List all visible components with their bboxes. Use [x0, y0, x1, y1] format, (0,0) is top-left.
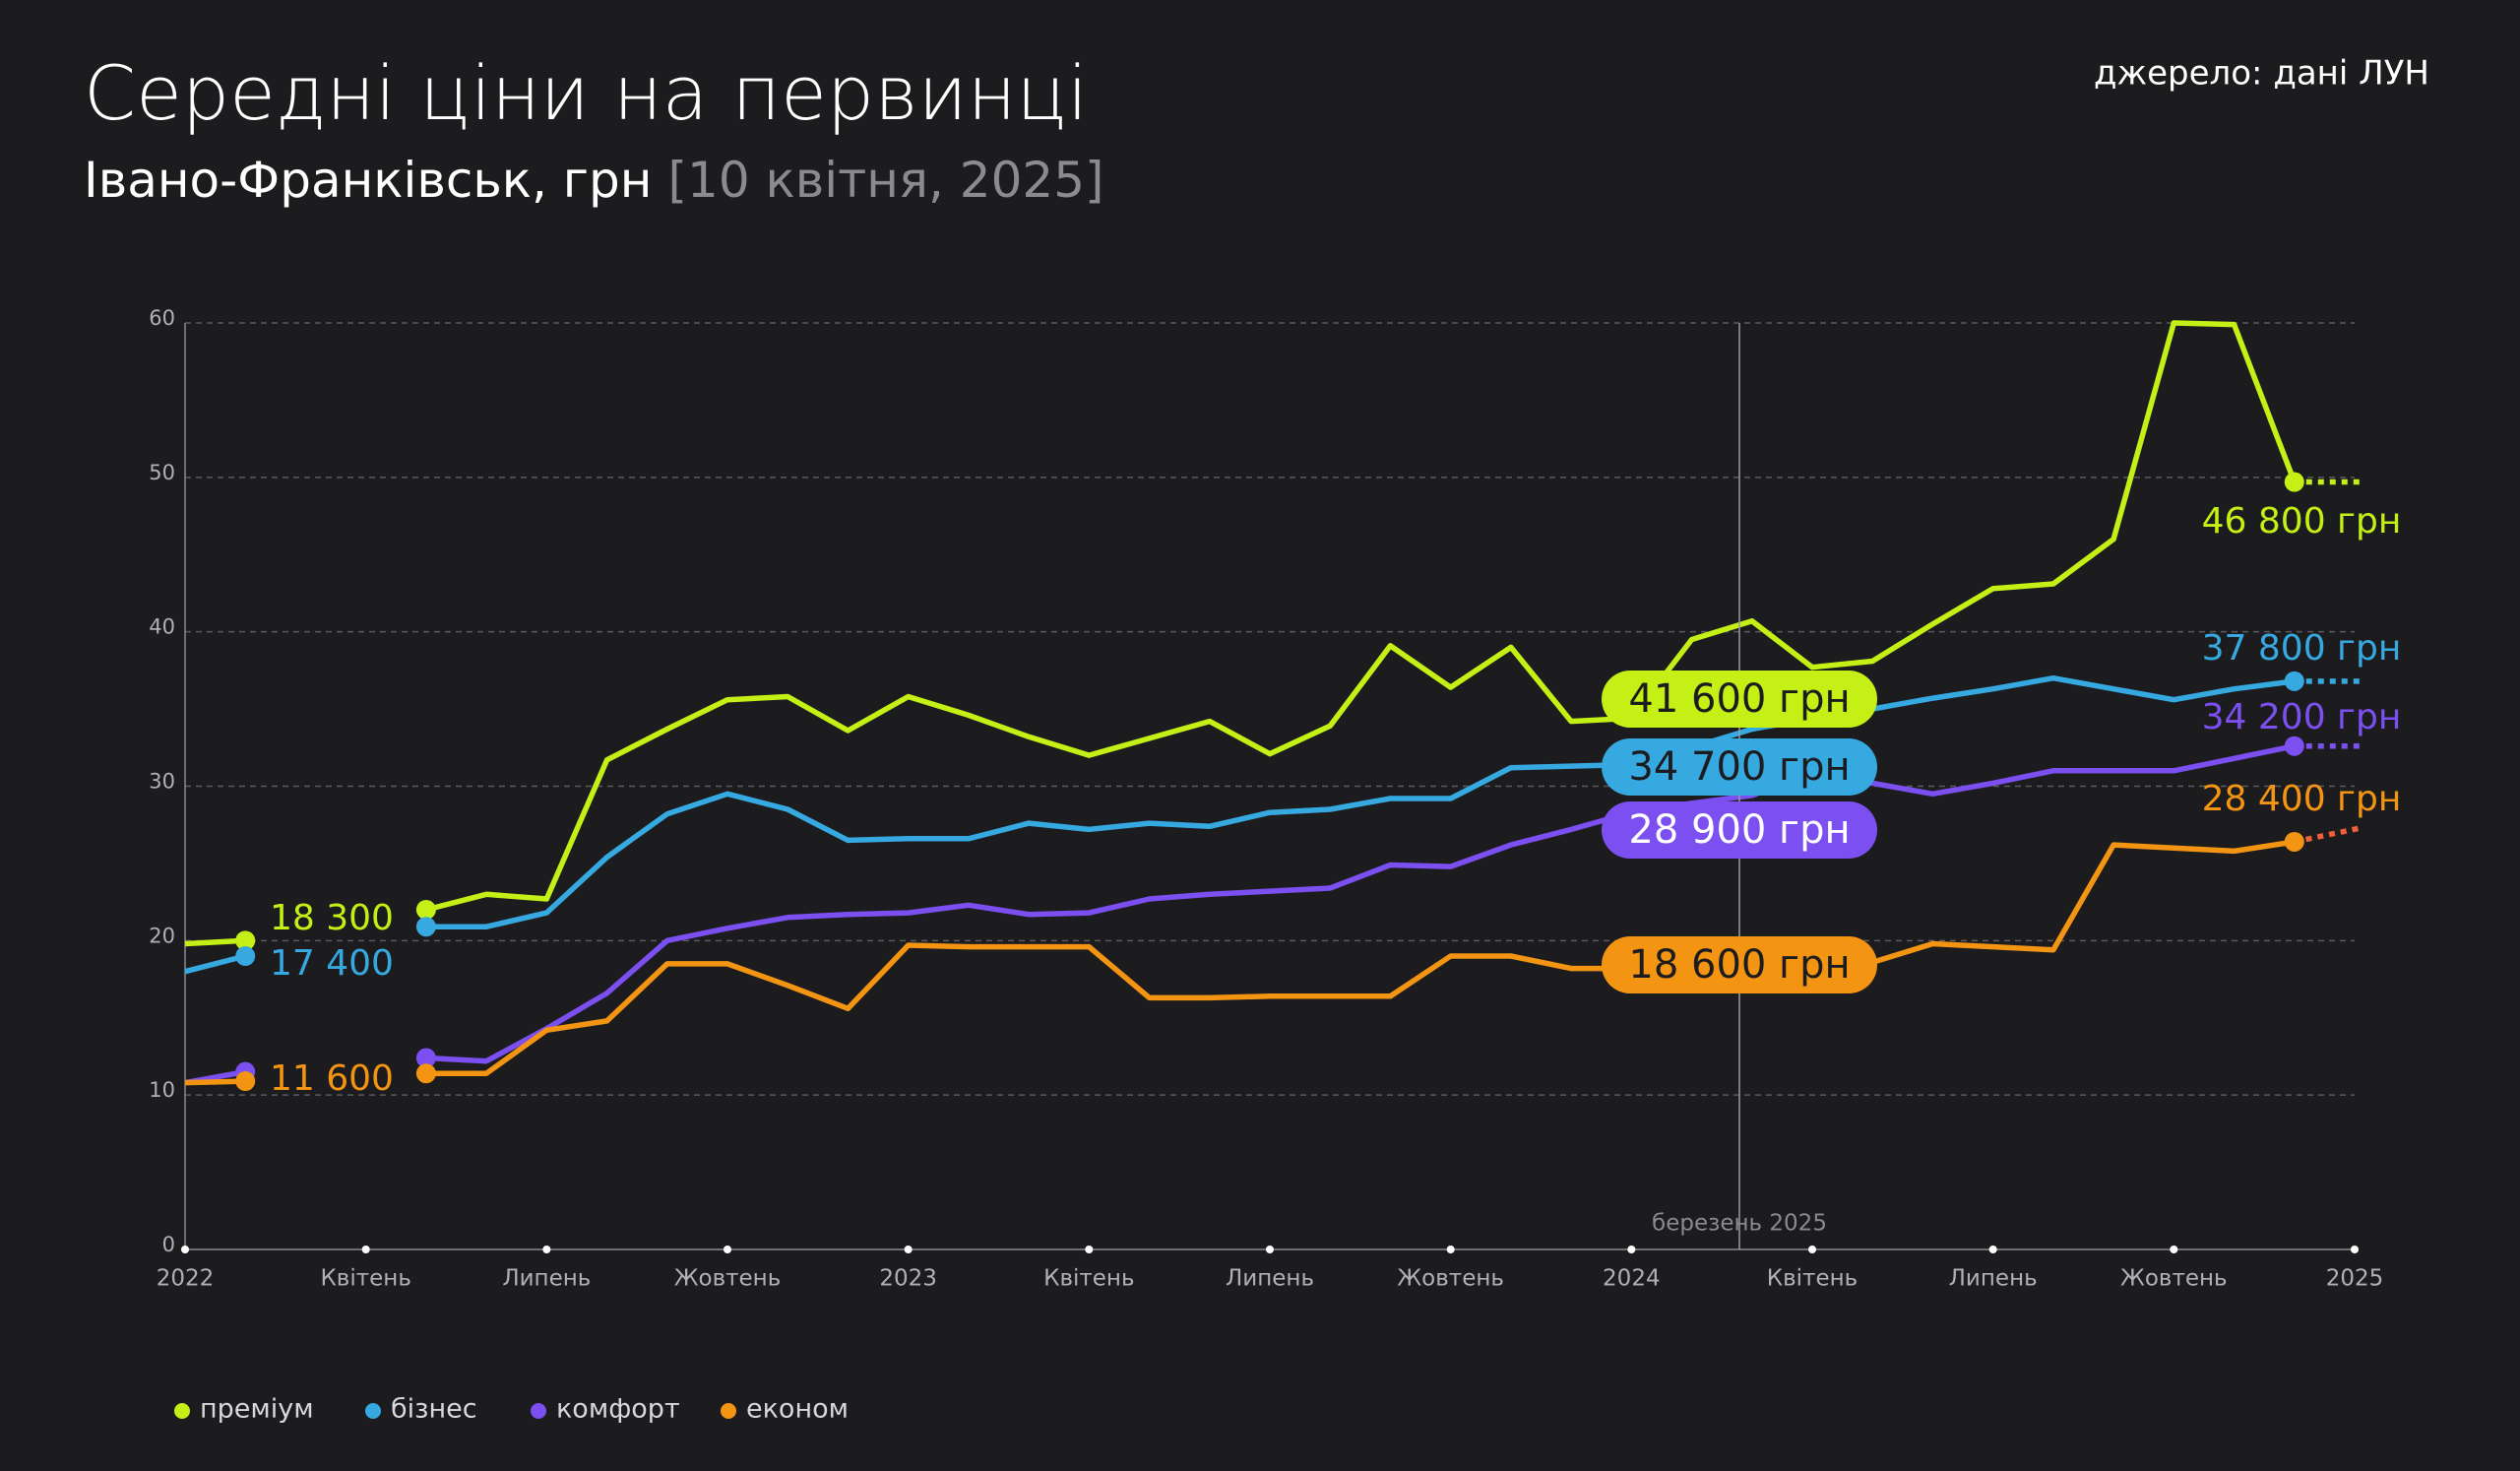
point [235, 930, 256, 951]
x-tick-label: 2022 [157, 1266, 215, 1292]
badge [1602, 936, 1877, 993]
x-tick-label: Квітень [320, 1266, 410, 1292]
y-tick-label: 10 [149, 1078, 175, 1102]
x-tick-label: 2023 [879, 1266, 937, 1292]
y-tick-label: 50 [149, 461, 175, 484]
end-label: 34 200 грн [2202, 697, 2402, 737]
badge [1602, 671, 1877, 728]
subtitle-text: Івано-Франківськ, грн [84, 152, 653, 209]
end-label: 37 800 грн [2202, 628, 2402, 669]
x-tick-label: Липень [502, 1266, 591, 1292]
source: джерело: дані ЛУН [2094, 54, 2429, 94]
x-tick-label: Липень [1226, 1266, 1314, 1292]
point [2284, 736, 2304, 756]
x-tick-label: Квітень [1767, 1266, 1858, 1292]
x-tick-label: Квітень [1043, 1266, 1134, 1292]
series-line [425, 839, 2296, 1076]
x-tick [1266, 1246, 1274, 1253]
series-line [425, 674, 2296, 929]
legend-label: преміум [200, 1394, 314, 1425]
legend-label: комфорт [556, 1394, 680, 1425]
end-label: 28 400 грн [2202, 779, 2402, 819]
badge [1602, 738, 1877, 796]
legend-swatch [365, 1403, 381, 1419]
x-tick-label: Жовтень [2120, 1266, 2228, 1292]
point [2284, 831, 2304, 852]
x-tick [1627, 1246, 1636, 1253]
marker-label: березень 2025 [1652, 1211, 1827, 1237]
badge-label: 34 700 грн [1628, 744, 1850, 790]
x-tick [181, 1246, 189, 1253]
legend-swatch [174, 1403, 190, 1419]
x-tick [542, 1246, 551, 1253]
badge-label: 18 600 грн [1628, 942, 1850, 988]
x-tick-label: 2025 [2326, 1266, 2384, 1292]
series-line [425, 320, 2298, 913]
x-tick [2170, 1246, 2178, 1253]
x-tick-label: Липень [1949, 1266, 2038, 1292]
x-tick [1446, 1246, 1455, 1253]
series-line [184, 953, 246, 975]
x-tick [1085, 1246, 1094, 1253]
point [235, 946, 256, 967]
chart-title: Середні ціни на первинці [84, 49, 1088, 137]
x-tick [2351, 1246, 2359, 1253]
series-line [184, 1078, 246, 1086]
date-note: [10 квітня, 2025] [668, 152, 1104, 209]
start-label: 11 600 [270, 1058, 394, 1099]
y-tick-label: 40 [149, 615, 175, 639]
x-tick-label: 2024 [1603, 1266, 1661, 1292]
y-tick-label: 0 [162, 1233, 175, 1256]
point [235, 1071, 256, 1092]
legend-swatch [721, 1403, 736, 1419]
badge-label: 28 900 грн [1628, 807, 1850, 853]
legend-swatch [531, 1403, 546, 1419]
badge-label: 41 600 грн [1628, 676, 1850, 722]
badge [1602, 801, 1877, 859]
x-tick-label: Жовтень [674, 1266, 782, 1292]
series-line [184, 937, 246, 947]
x-tick [904, 1246, 913, 1253]
point [415, 899, 436, 920]
x-tick [724, 1246, 731, 1253]
point [415, 1048, 436, 1068]
legend-label: економ [746, 1394, 849, 1425]
y-tick-label: 60 [149, 306, 175, 330]
start-label: 17 400 [270, 943, 394, 984]
point [415, 917, 436, 937]
y-tick-label: 30 [149, 770, 175, 794]
x-tick [1988, 1246, 1997, 1253]
chart-subtitle: Івано-Франківськ, грн [10 квітня, 2025] [84, 152, 1104, 209]
y-tick-label: 20 [149, 924, 175, 947]
legend-label: бізнес [391, 1394, 477, 1425]
start-label: 18 300 [270, 898, 394, 938]
point [2284, 671, 2304, 691]
x-tick [361, 1246, 370, 1253]
end-label: 46 800 грн [2202, 501, 2402, 542]
series-line [425, 743, 2296, 1064]
x-tick-label: Жовтень [1397, 1266, 1504, 1292]
point [415, 1063, 436, 1084]
point [2284, 472, 2304, 492]
x-tick [1808, 1246, 1816, 1253]
